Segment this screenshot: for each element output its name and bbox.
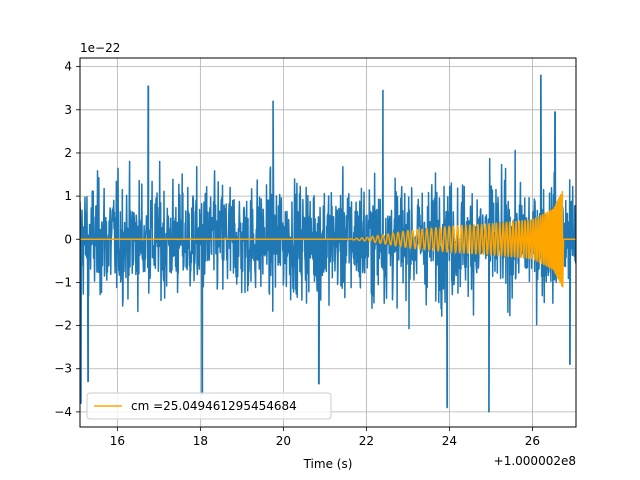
y-tick-label: 4 — [64, 60, 72, 74]
axes-frame — [79, 57, 577, 428]
y-tick-label: −1 — [54, 275, 72, 289]
x-tick-label: 16 — [110, 434, 125, 448]
legend: cm =25.049461295454684 — [86, 392, 332, 420]
x-tick-label: 22 — [359, 434, 374, 448]
y-tick-label: −4 — [54, 405, 72, 419]
x-axis-label: Time (s) — [303, 457, 353, 471]
y-tick-label: −2 — [54, 319, 72, 333]
series-chirp-line — [80, 191, 576, 288]
y-tick-label: 2 — [64, 146, 72, 160]
legend-label-chirp: cm =25.049461295454684 — [131, 399, 297, 413]
y-scale-label: 1e−22 — [80, 41, 120, 55]
y-tick-label: 0 — [64, 232, 72, 246]
axis-ticks: 16 18 20 22 24 26 4 3 2 1 0 −1 −2 −3 −4 — [54, 60, 540, 448]
x-tick-label: 20 — [276, 434, 291, 448]
x-tick-label: 18 — [193, 434, 208, 448]
y-tick-label: 1 — [64, 189, 72, 203]
series-noise-line — [80, 74, 576, 413]
legend-box — [86, 392, 332, 420]
x-offset-label: +1.000002e8 — [494, 454, 576, 468]
x-tick-label: 24 — [442, 434, 457, 448]
y-tick-label: 3 — [64, 103, 72, 117]
plot-area — [80, 74, 576, 413]
x-tick-label: 26 — [525, 434, 540, 448]
y-tick-label: −3 — [54, 362, 72, 376]
